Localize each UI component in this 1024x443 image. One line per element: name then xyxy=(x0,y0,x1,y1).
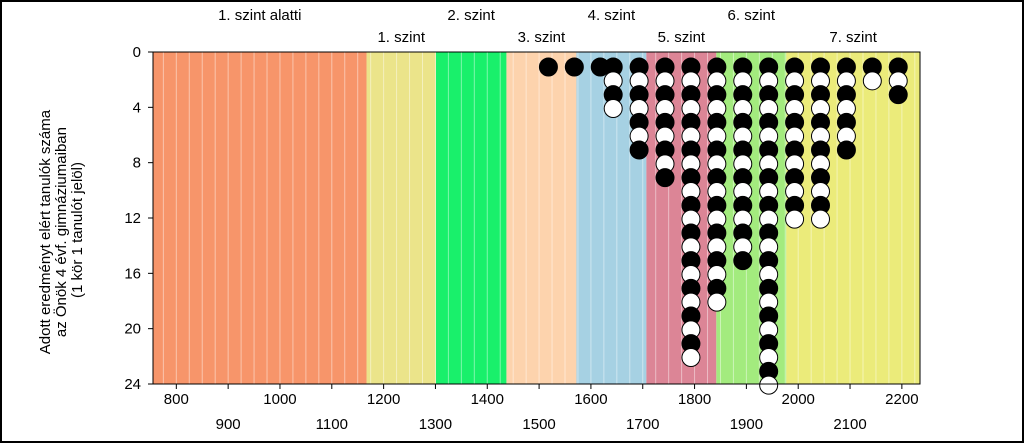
level-labels: 1. szint alatti 1. szint 2. szint 3. szint 4… xyxy=(218,7,878,46)
x-tick-label-2100: 2100 xyxy=(833,416,866,433)
level-band-4 xyxy=(506,52,577,384)
x-tick-label-800: 800 xyxy=(164,391,189,408)
y-tick-label-12: 12 xyxy=(124,210,141,227)
x-axis: 800 1000 1200 1400 1600 1800 2000 2200 900 1100 13… xyxy=(164,384,919,433)
x-tick-label-1600: 1600 xyxy=(574,391,607,408)
student-marker-1793-22 xyxy=(681,348,701,367)
x-tick-label-2200: 2200 xyxy=(885,391,918,408)
x-tick-label-1100: 1100 xyxy=(316,416,348,433)
y-tick-label-0: 0 xyxy=(133,44,141,61)
x-tick-label-1000: 1000 xyxy=(263,391,296,408)
level-bands xyxy=(153,52,920,384)
level-label-6: 5. szint xyxy=(658,29,706,46)
student-marker-1518-1 xyxy=(538,57,558,77)
student-marker-1643-4 xyxy=(603,99,623,118)
level-band-1 xyxy=(153,52,367,384)
x-tick-label-1500: 1500 xyxy=(522,416,555,433)
student-marker-2093-7 xyxy=(836,140,856,160)
y-axis-title-line-3: (1 kör 1 tanulót jelöl) xyxy=(69,162,86,298)
student-marker-1568-1 xyxy=(564,57,584,77)
student-marker-1743-9 xyxy=(655,168,675,188)
level-label-2: 1. szint xyxy=(377,29,425,46)
x-tick-label-1900: 1900 xyxy=(730,416,763,433)
x-tick-label-2000: 2000 xyxy=(782,391,815,408)
student-marker-1943-24 xyxy=(759,375,779,395)
y-axis: 0 4 8 12 16 20 24 xyxy=(124,44,153,393)
level-label-3: 2. szint xyxy=(447,7,495,24)
student-marker-2043-12 xyxy=(810,209,830,229)
y-tick-label-20: 20 xyxy=(124,321,141,338)
x-tick-label-1200: 1200 xyxy=(367,391,400,408)
y-axis-title-line-2: az Önök 4 évf. gimnáziumaiban xyxy=(52,127,70,337)
level-band-3 xyxy=(435,52,507,384)
level-band-2 xyxy=(366,52,436,384)
x-tick-label-900: 900 xyxy=(216,416,241,433)
x-tick-label-1700: 1700 xyxy=(626,416,659,433)
level-label-5: 4. szint xyxy=(588,7,636,24)
student-marker-2143-2 xyxy=(862,71,882,91)
student-marker-1893-15 xyxy=(733,251,753,271)
student-marker-1693-7 xyxy=(629,140,649,160)
y-axis-title: Adott eredményt elért tanulók száma az Ö… xyxy=(37,106,86,354)
x-tick-label-1400: 1400 xyxy=(471,391,504,408)
x-tick-label-1800: 1800 xyxy=(678,391,711,408)
y-tick-label-24: 24 xyxy=(124,376,141,393)
student-marker-1843-18 xyxy=(707,292,727,312)
y-tick-label-8: 8 xyxy=(133,155,141,172)
level-label-8: 7. szint xyxy=(829,29,877,46)
student-marker-2193-3 xyxy=(888,85,908,105)
y-tick-label-16: 16 xyxy=(124,265,141,282)
level-label-1: 1. szint alatti xyxy=(218,7,301,24)
x-tick-label-1300: 1300 xyxy=(419,416,452,433)
level-label-4: 3. szint xyxy=(518,29,566,46)
y-axis-title-line-1: Adott eredményt elért tanulók száma xyxy=(37,109,54,354)
student-markers xyxy=(538,57,908,395)
student-marker-1993-12 xyxy=(785,209,805,229)
level-label-7: 6. szint xyxy=(728,7,776,24)
y-tick-label-4: 4 xyxy=(133,99,141,116)
